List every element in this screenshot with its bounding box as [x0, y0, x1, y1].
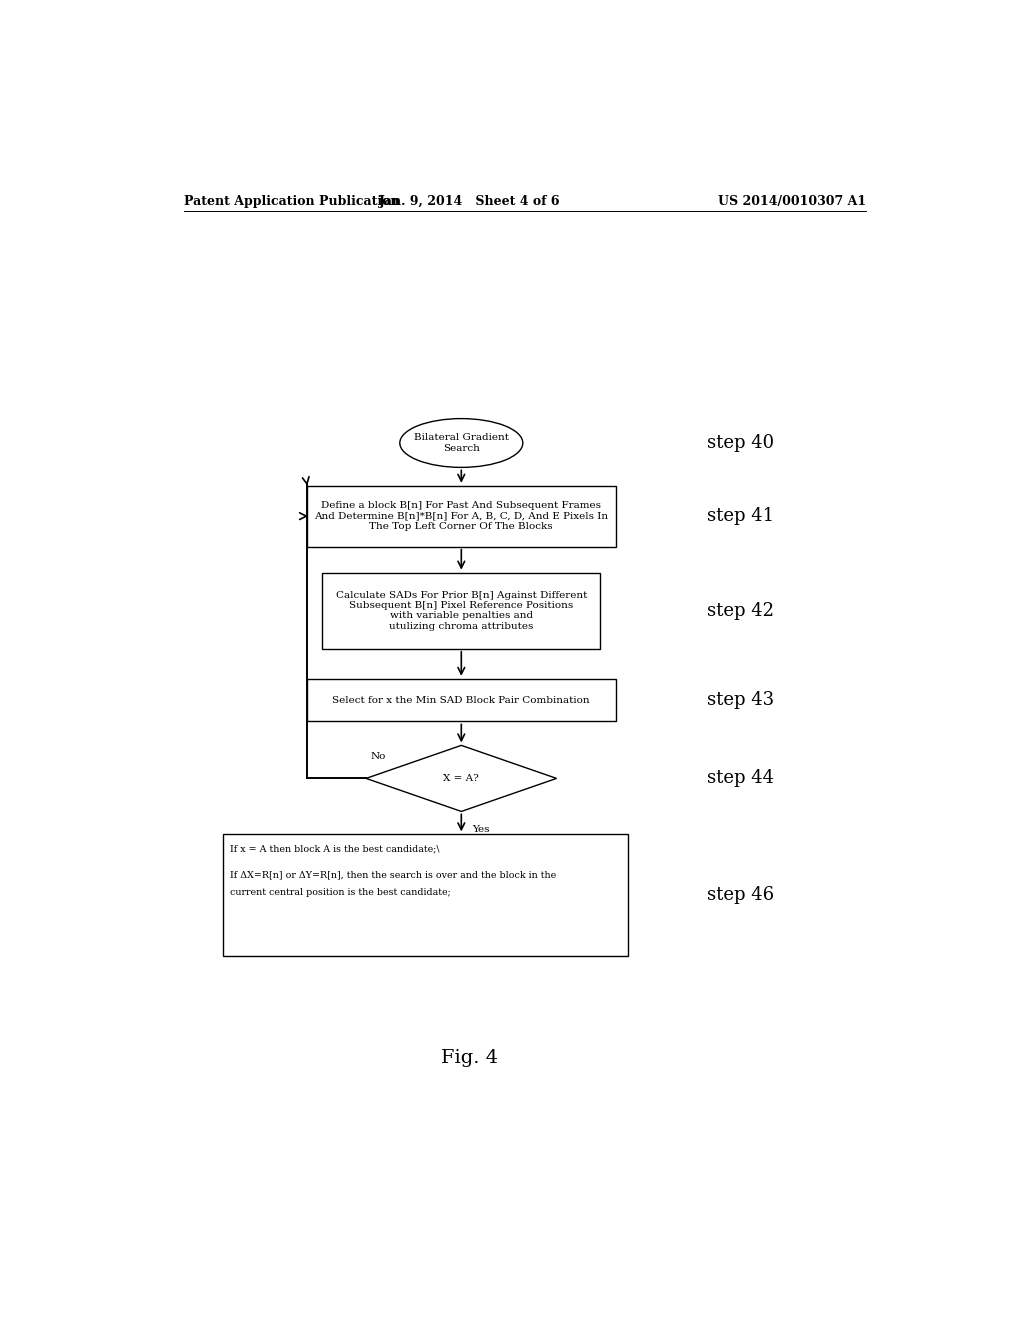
Text: step 40: step 40 [708, 434, 774, 451]
Text: step 42: step 42 [708, 602, 774, 619]
Text: Jan. 9, 2014   Sheet 4 of 6: Jan. 9, 2014 Sheet 4 of 6 [379, 194, 560, 207]
Text: step 46: step 46 [708, 886, 774, 904]
Text: X = A?: X = A? [443, 774, 479, 783]
Text: Bilateral Gradient
Search: Bilateral Gradient Search [414, 433, 509, 453]
Text: Patent Application Publication: Patent Application Publication [183, 194, 399, 207]
FancyBboxPatch shape [306, 486, 616, 546]
Text: step 43: step 43 [708, 692, 774, 709]
Text: If x = A then block A is the best candidate;\: If x = A then block A is the best candid… [229, 845, 439, 854]
Ellipse shape [399, 418, 523, 467]
Text: Define a block B[n] For Past And Subsequent Frames
And Determine B[n]*B[n] For A: Define a block B[n] For Past And Subsequ… [314, 502, 608, 531]
Text: No: No [370, 751, 385, 760]
Text: step 44: step 44 [708, 770, 774, 788]
FancyBboxPatch shape [306, 678, 616, 722]
Text: Select for x the Min SAD Block Pair Combination: Select for x the Min SAD Block Pair Comb… [333, 696, 590, 705]
Text: US 2014/0010307 A1: US 2014/0010307 A1 [718, 194, 866, 207]
Text: Yes: Yes [472, 825, 489, 834]
Text: If ΔX=R[n] or ΔY=R[n], then the search is over and the block in the: If ΔX=R[n] or ΔY=R[n], then the search i… [229, 870, 556, 879]
Text: Fig. 4: Fig. 4 [440, 1049, 498, 1067]
FancyBboxPatch shape [323, 573, 600, 649]
Text: Calculate SADs For Prior B[n] Against Different
Subsequent B[n] Pixel Reference : Calculate SADs For Prior B[n] Against Di… [336, 590, 587, 631]
Text: step 41: step 41 [708, 507, 774, 525]
FancyBboxPatch shape [223, 834, 628, 956]
Polygon shape [367, 746, 557, 812]
Text: current central position is the best candidate;: current central position is the best can… [229, 888, 451, 898]
